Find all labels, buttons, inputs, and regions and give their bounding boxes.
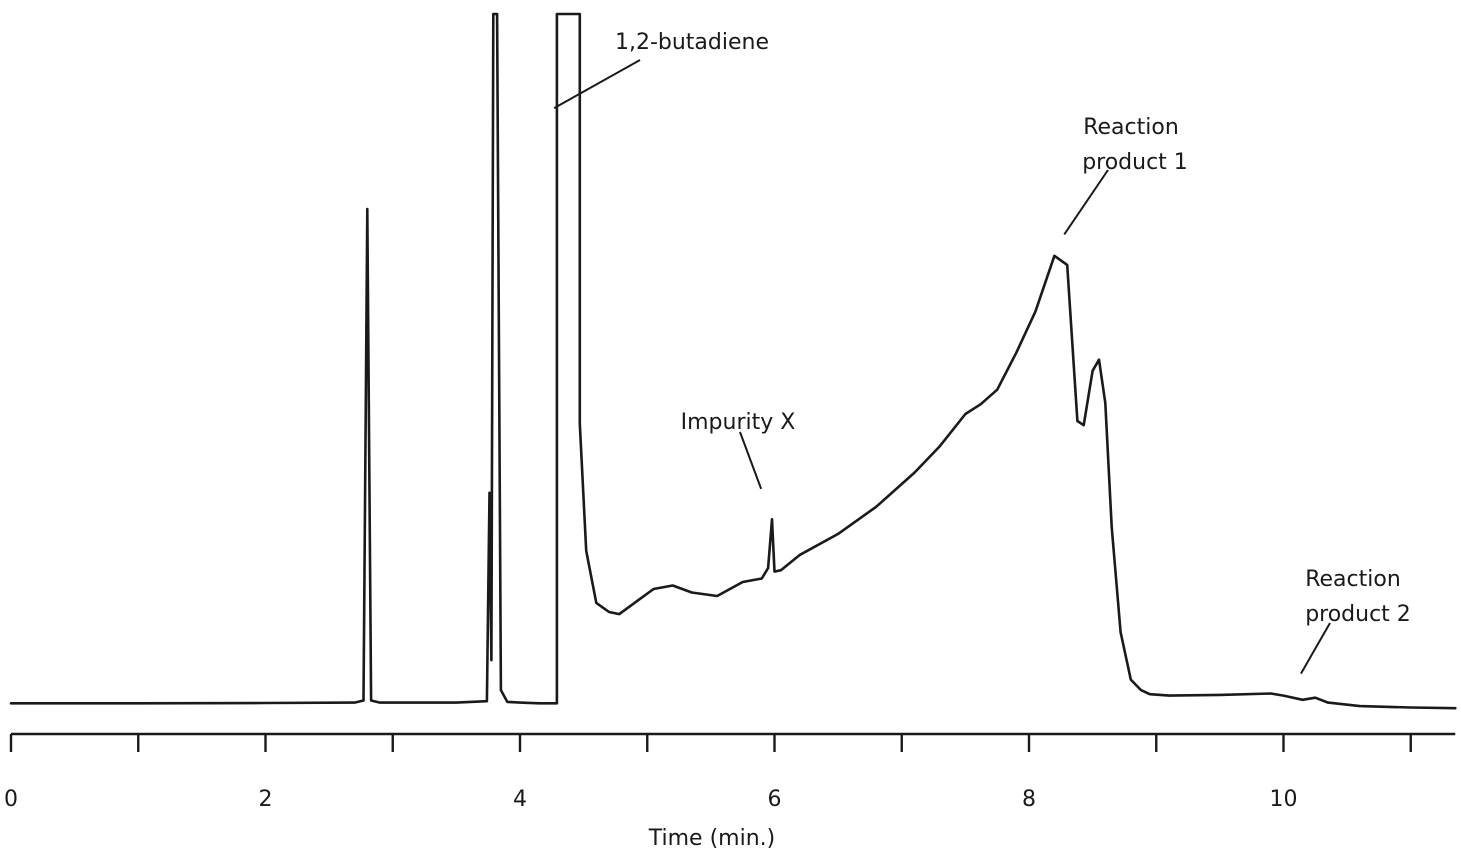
annotation-leader xyxy=(1063,169,1109,236)
x-tick-label: 2 xyxy=(259,787,273,812)
annotation-leader xyxy=(553,59,641,109)
x-tick-label: 4 xyxy=(513,787,527,812)
x-tick-label: 10 xyxy=(1270,787,1298,812)
annotations: 1,2-butadiene Impurity X Reaction product 1… xyxy=(553,30,1411,675)
trace-layer xyxy=(9,12,1457,710)
annotation-label: Impurity X xyxy=(681,410,796,435)
x-tick-label: 6 xyxy=(768,787,782,812)
annotation-leader xyxy=(1300,622,1331,675)
annotation-leader xyxy=(739,431,763,490)
x-tick-label: 8 xyxy=(1022,787,1036,812)
x-axis-label: Time (min.) xyxy=(648,826,775,851)
x-tick-label: 0 xyxy=(4,787,18,812)
annotation-label: Reaction product 1 xyxy=(1082,115,1188,175)
chromatogram-trace xyxy=(9,12,1457,710)
x-axis xyxy=(9,732,1456,752)
annotation-label: 1,2-butadiene xyxy=(615,30,769,55)
annotation-label: Reaction product 2 xyxy=(1305,567,1411,627)
x-tick-labels: 0 2 4 6 8 10 xyxy=(4,787,1298,812)
